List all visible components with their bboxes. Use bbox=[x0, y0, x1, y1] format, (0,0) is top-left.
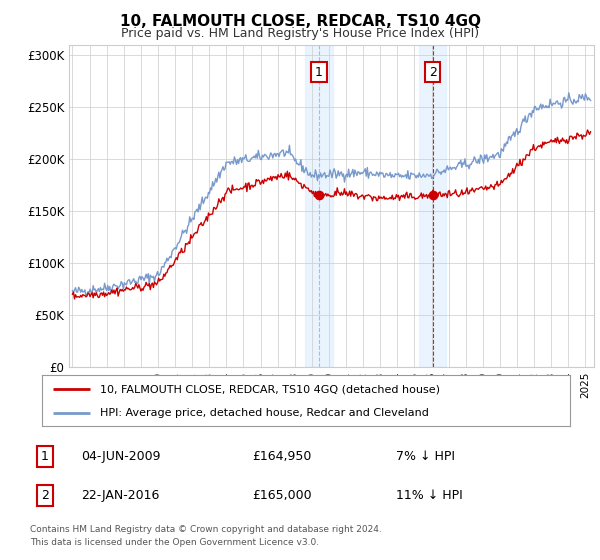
Text: 1: 1 bbox=[315, 66, 323, 78]
Text: 10, FALMOUTH CLOSE, REDCAR, TS10 4GQ: 10, FALMOUTH CLOSE, REDCAR, TS10 4GQ bbox=[119, 14, 481, 29]
Text: HPI: Average price, detached house, Redcar and Cleveland: HPI: Average price, detached house, Redc… bbox=[100, 408, 429, 418]
Text: £164,950: £164,950 bbox=[252, 450, 311, 463]
Text: 1: 1 bbox=[41, 450, 49, 463]
Text: Contains HM Land Registry data © Crown copyright and database right 2024.: Contains HM Land Registry data © Crown c… bbox=[30, 525, 382, 534]
Bar bbox=[305, 45, 332, 367]
Text: £165,000: £165,000 bbox=[252, 489, 311, 502]
Text: This data is licensed under the Open Government Licence v3.0.: This data is licensed under the Open Gov… bbox=[30, 538, 319, 547]
Text: 2: 2 bbox=[428, 66, 437, 78]
Text: 10, FALMOUTH CLOSE, REDCAR, TS10 4GQ (detached house): 10, FALMOUTH CLOSE, REDCAR, TS10 4GQ (de… bbox=[100, 384, 440, 394]
Text: Price paid vs. HM Land Registry's House Price Index (HPI): Price paid vs. HM Land Registry's House … bbox=[121, 27, 479, 40]
Text: 04-JUN-2009: 04-JUN-2009 bbox=[81, 450, 161, 463]
Text: 22-JAN-2016: 22-JAN-2016 bbox=[81, 489, 160, 502]
Text: 2: 2 bbox=[41, 489, 49, 502]
Text: 11% ↓ HPI: 11% ↓ HPI bbox=[396, 489, 463, 502]
Text: 7% ↓ HPI: 7% ↓ HPI bbox=[396, 450, 455, 463]
Bar bbox=[419, 45, 446, 367]
